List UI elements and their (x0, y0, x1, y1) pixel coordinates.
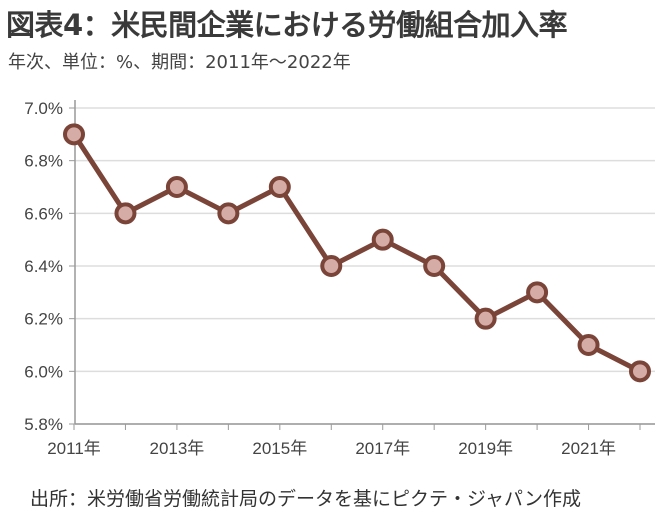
data-point-2021 (577, 334, 600, 356)
data-point-2015 (268, 176, 291, 198)
y-tick-label: 6.4% (24, 257, 63, 276)
data-point-2016 (320, 255, 343, 277)
x-tick-label: 2015年 (252, 439, 307, 458)
x-tick-label: 2021年 (561, 439, 616, 458)
y-tick-label: 6.2% (24, 310, 63, 329)
data-point-2013 (165, 176, 188, 198)
x-tick-label: 2019年 (458, 439, 513, 458)
y-tick-label: 6.0% (24, 362, 63, 381)
x-tick-label: 2011年 (47, 439, 101, 458)
data-point-2014 (217, 202, 240, 225)
data-point-2017 (371, 228, 394, 251)
chart-title: 図表4：米民間企業における労働組合加入率 (6, 8, 568, 42)
y-tick-label: 6.8% (24, 152, 63, 171)
series-line (71, 132, 642, 374)
y-tick-label: 7.0% (24, 99, 63, 118)
data-point-2022 (629, 360, 651, 383)
data-point-2012 (114, 202, 137, 225)
source-caption: 出所：米労働省労働統計局のデータを基にピクテ・ジャパン作成 (30, 488, 582, 510)
chart-subtitle: 年次、単位：%、期間：2011年～2022年 (8, 52, 351, 73)
x-tick-label: 2017年 (355, 439, 410, 458)
y-tick-label: 6.6% (24, 204, 63, 223)
x-tick-label: 2013年 (149, 439, 204, 458)
data-point-2020 (526, 281, 549, 304)
data-point-2018 (423, 255, 446, 277)
data-point-2011 (63, 123, 85, 146)
data-point-2019 (474, 307, 497, 330)
y-tick-label: 5.8% (24, 415, 63, 434)
